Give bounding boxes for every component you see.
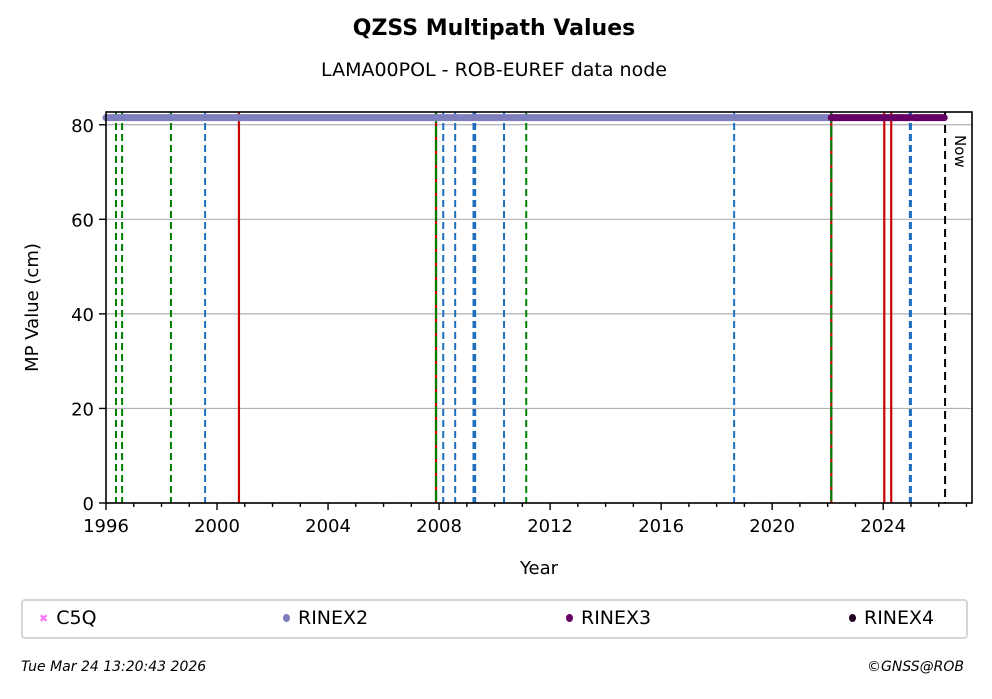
y-tick-label: 80: [71, 116, 94, 137]
legend: ✖ C5Q RINEX2 RINEX3 RINEX4: [21, 599, 968, 639]
y-axis-label: MP Value (cm): [22, 243, 43, 372]
legend-label: RINEX2: [298, 607, 369, 629]
x-tick-label: 2020: [749, 516, 795, 537]
axes-frame: [105, 111, 973, 504]
x-tick-label: 2004: [305, 516, 351, 537]
legend-item-rinex3: RINEX3: [566, 607, 651, 629]
grid-lines: [106, 124, 972, 504]
dot-marker-icon: [283, 614, 290, 622]
event-lines: [114, 112, 947, 503]
legend-item-rinex4: RINEX4: [849, 607, 934, 629]
x-tick-label: 2024: [860, 516, 906, 537]
legend-label: C5Q: [56, 607, 97, 629]
copyright: ©GNSS@ROB: [867, 659, 964, 675]
y-tick-label: 20: [71, 399, 94, 420]
timestamp: Tue Mar 24 13:20:43 2026: [21, 659, 207, 675]
x-tick-label: 2008: [416, 516, 462, 537]
y-tick-label: 60: [71, 210, 94, 231]
x-tick-label: 1996: [83, 516, 129, 537]
x-marker-icon: ✖: [39, 611, 49, 625]
legend-item-c5q: ✖ C5Q: [39, 607, 97, 629]
dot-marker-icon: [849, 614, 856, 622]
y-tick-label: 0: [83, 494, 94, 515]
x-axis-label: Year: [519, 558, 559, 579]
x-tick-label: 2012: [527, 516, 573, 537]
legend-label: RINEX3: [581, 607, 652, 629]
x-tick-label: 2000: [194, 516, 240, 537]
chart-title: QZSS Multipath Values: [352, 16, 636, 41]
chart-subtitle: LAMA00POL - ROB-EUREF data node: [321, 59, 667, 81]
dot-marker-icon: [566, 614, 573, 622]
legend-item-rinex2: RINEX2: [283, 607, 368, 629]
y-tick-label: 40: [71, 305, 94, 326]
x-tick-label: 2016: [638, 516, 684, 537]
x-axis-ticks: 1996 2000 2004 2008 2012 2016 2020 2024: [83, 503, 968, 537]
now-label: Now: [951, 135, 969, 168]
y-axis-ticks: 0 20 40 60 80: [71, 116, 106, 515]
legend-label: RINEX4: [864, 607, 935, 629]
